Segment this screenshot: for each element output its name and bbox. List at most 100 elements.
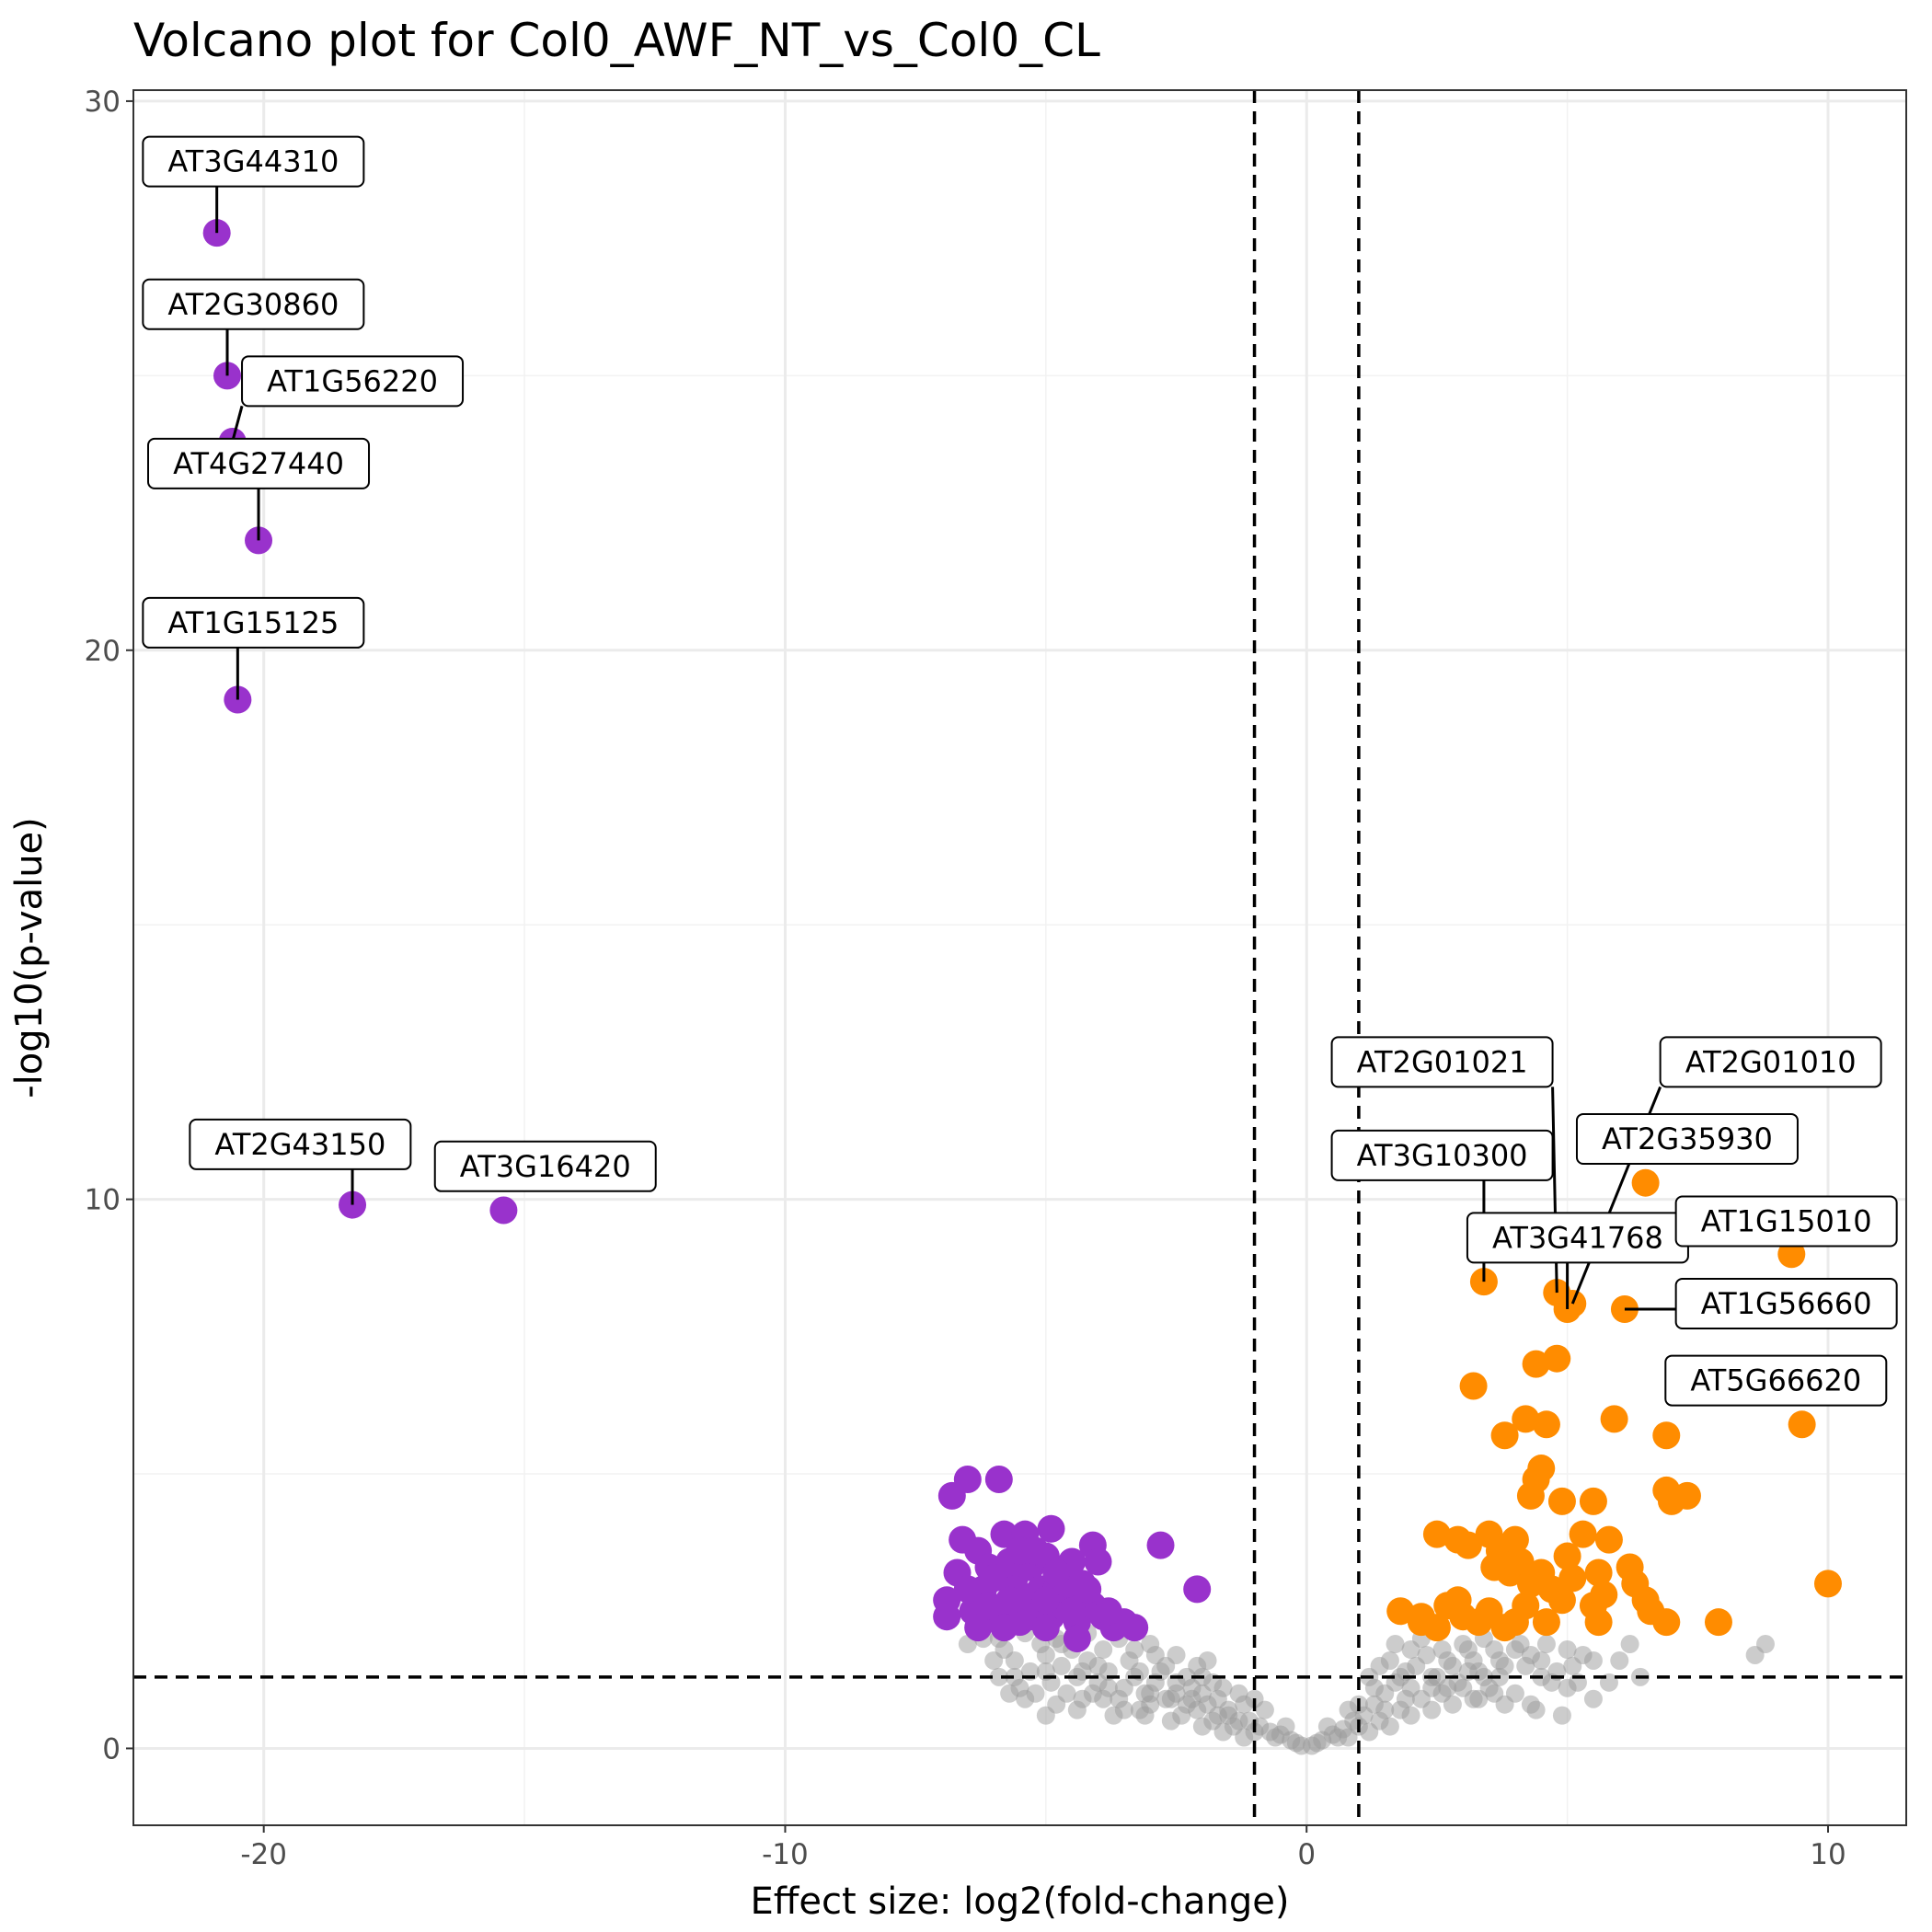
ns-point	[1417, 1645, 1436, 1664]
ns-point	[1370, 1656, 1389, 1675]
ns-point	[1208, 1689, 1227, 1708]
ns-point	[1172, 1706, 1191, 1725]
up-point	[1422, 1520, 1451, 1548]
gene-label: AT3G16420	[460, 1149, 631, 1184]
y-tick-label: 0	[102, 1732, 121, 1765]
ns-point	[1145, 1645, 1165, 1664]
ns-point	[1610, 1650, 1629, 1670]
up-point	[1532, 1608, 1560, 1637]
down-point	[1031, 1614, 1060, 1642]
y-tick-label: 20	[85, 635, 121, 668]
y-axis-label: -log10(p-value)	[8, 817, 51, 1098]
down-point	[1021, 1536, 1050, 1565]
ns-point	[1391, 1667, 1410, 1686]
x-axis-label: Effect size: log2(fold-change)	[751, 1880, 1290, 1923]
ns-point	[1438, 1678, 1457, 1697]
ns-point	[1521, 1695, 1540, 1714]
down-point	[1183, 1575, 1212, 1604]
up-point	[1454, 1531, 1482, 1559]
ns-point	[1016, 1689, 1035, 1708]
up-point	[1543, 1344, 1571, 1373]
ns-point	[1536, 1635, 1556, 1654]
label-box	[189, 1118, 412, 1170]
ns-point	[1088, 1656, 1108, 1675]
label-box	[142, 278, 365, 330]
gene-label: AT2G43150	[214, 1127, 385, 1162]
up-point	[1547, 1586, 1576, 1615]
gene-label: AT1G56660	[1701, 1286, 1872, 1321]
up-point	[1459, 1372, 1488, 1400]
downregulated-points	[202, 219, 1212, 1653]
grid-lines	[133, 90, 1906, 1825]
label-box	[142, 135, 365, 188]
ns-point	[1396, 1689, 1415, 1708]
not-significant-points	[958, 1624, 1775, 1755]
label-box	[147, 437, 371, 489]
y-tick-label: 30	[85, 86, 121, 119]
label-box	[1674, 1278, 1898, 1330]
ns-point	[1177, 1667, 1196, 1686]
up-point	[1532, 1410, 1560, 1439]
label-connector	[231, 405, 244, 443]
up-point	[1522, 1350, 1550, 1378]
x-tick-label: -20	[240, 1838, 287, 1871]
ns-point	[1474, 1667, 1493, 1686]
ns-point	[1401, 1640, 1420, 1660]
x-tick-label: -10	[762, 1838, 809, 1871]
down-point	[1037, 1514, 1065, 1543]
x-tick-label: 0	[1297, 1838, 1316, 1871]
up-point	[1506, 1547, 1535, 1576]
axis-ticks: -20 -10 0 10 0 10 20 30	[85, 86, 1846, 1871]
gene-label: AT4G27440	[173, 446, 344, 481]
down-point	[953, 1575, 982, 1604]
up-point	[1704, 1608, 1732, 1637]
gene-label: AT2G01021	[1357, 1044, 1528, 1079]
gene-label: AT2G30860	[167, 287, 339, 322]
ns-point	[1386, 1635, 1405, 1654]
ns-point	[1443, 1656, 1462, 1675]
gene-label: AT3G44310	[167, 144, 339, 179]
gene-label: AT5G66620	[1690, 1363, 1861, 1398]
up-point	[1594, 1525, 1623, 1554]
ns-point	[1057, 1684, 1076, 1703]
down-point	[1084, 1547, 1112, 1576]
up-point	[1386, 1597, 1415, 1626]
ns-point	[1125, 1640, 1144, 1660]
labeled-point	[1777, 1240, 1806, 1269]
ns-point	[1203, 1711, 1223, 1731]
up-point	[1480, 1553, 1509, 1581]
ns-point	[1036, 1706, 1055, 1725]
ns-point	[1552, 1706, 1571, 1725]
up-point	[1579, 1487, 1607, 1515]
ns-point	[1469, 1689, 1489, 1708]
down-point	[974, 1592, 1003, 1620]
ns-point	[984, 1650, 1004, 1670]
ns-point	[1516, 1656, 1535, 1675]
ns-point	[1098, 1678, 1118, 1697]
y-tick-label: 10	[85, 1184, 121, 1217]
up-point	[1652, 1608, 1681, 1637]
ns-point	[1511, 1635, 1530, 1654]
ns-point	[1182, 1689, 1202, 1708]
labeled-point	[1788, 1410, 1816, 1439]
ns-point	[1276, 1717, 1295, 1736]
up-point	[1512, 1592, 1540, 1620]
down-point	[1031, 1586, 1060, 1615]
gene-label: AT1G56220	[267, 363, 438, 398]
ns-point	[1286, 1733, 1305, 1753]
ns-point	[1094, 1640, 1113, 1660]
label-box	[1330, 1036, 1554, 1088]
label-box	[1664, 1354, 1888, 1407]
ns-point	[1454, 1635, 1473, 1654]
down-point	[964, 1614, 993, 1642]
up-point	[1443, 1586, 1472, 1615]
gene-label: AT2G01010	[1685, 1044, 1857, 1079]
ns-point	[1052, 1656, 1071, 1675]
ns-point	[1620, 1635, 1639, 1654]
down-point	[1063, 1625, 1091, 1653]
ns-point	[1532, 1650, 1551, 1670]
threshold-lines	[133, 90, 1906, 1825]
down-point	[995, 1586, 1024, 1615]
up-point	[1553, 1542, 1581, 1570]
